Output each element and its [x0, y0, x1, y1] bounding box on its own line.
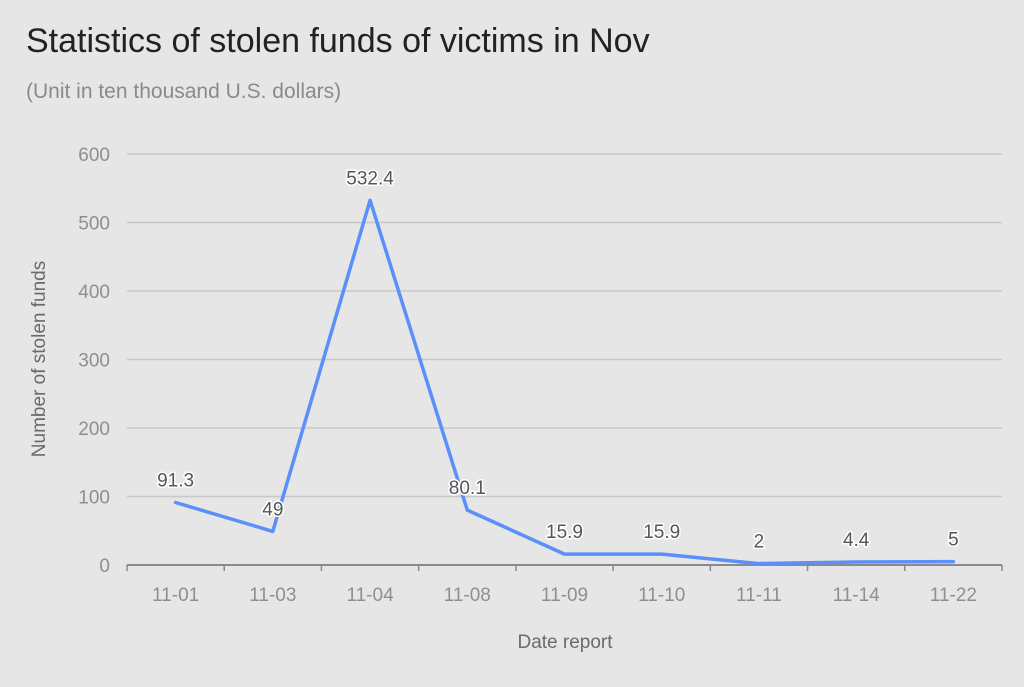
x-tick-label: 11-03 — [249, 585, 296, 606]
x-tick-label: 11-10 — [638, 585, 685, 606]
data-label: 15.9 — [643, 522, 680, 543]
x-tick-label: 11-09 — [541, 585, 588, 606]
x-tick-label: 11-22 — [930, 585, 977, 606]
data-label: 2 — [754, 532, 765, 553]
data-label: 49 — [262, 499, 283, 520]
data-label: 532.4 — [346, 168, 394, 189]
data-label: 5 — [948, 530, 959, 551]
data-label: 91.3 — [157, 470, 194, 491]
x-tick-label: 11-11 — [736, 585, 782, 606]
x-axis: 11-01 11-03 11-04 11-08 11-09 11-10 11-11 11-14… — [126, 564, 1003, 606]
gridlines — [127, 153, 1002, 498]
y-axis-ticks: 0 100 200 300 400 500 600 — [78, 145, 110, 577]
y-tick-label: 100 — [78, 488, 110, 509]
y-tick-label: 500 — [78, 214, 110, 235]
series-line — [173, 198, 956, 566]
series-line-path — [173, 198, 956, 566]
x-tick-label: 11-04 — [346, 585, 394, 606]
x-tick-label: 11-01 — [152, 585, 199, 606]
y-tick-label: 0 — [99, 556, 110, 577]
data-label: 15.9 — [546, 522, 583, 543]
data-label: 80.1 — [449, 478, 486, 499]
data-label: 4.4 — [843, 530, 870, 551]
y-tick-label: 400 — [78, 282, 110, 303]
x-tick-label: 11-08 — [444, 585, 491, 606]
x-axis-title: Date report — [517, 632, 613, 653]
x-tick-label: 11-14 — [833, 585, 881, 606]
data-labels: 91.3 49 532.4 80.1 15.9 15.9 2 4.4 5 — [156, 167, 961, 554]
y-tick-label: 200 — [78, 419, 110, 440]
y-tick-label: 300 — [78, 351, 110, 372]
chart-subtitle: (Unit in ten thousand U.S. dollars) — [26, 80, 342, 103]
y-tick-label: 600 — [78, 145, 110, 166]
chart-title: Statistics of stolen funds of victims in… — [26, 22, 650, 60]
y-axis-title: Number of stolen funds — [29, 261, 50, 457]
